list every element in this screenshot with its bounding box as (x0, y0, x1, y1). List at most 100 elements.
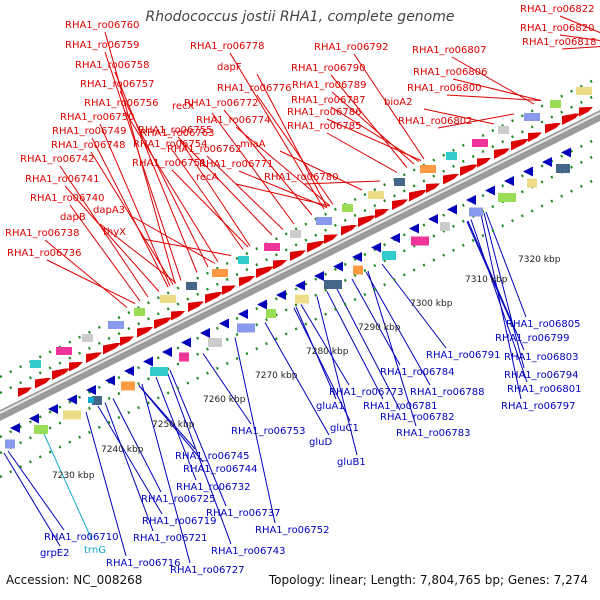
forward-label-leader (142, 238, 232, 256)
label-lines (3, 15, 600, 564)
forward-gene-label: RHA1_ro06748 (51, 140, 126, 151)
reverse-label-leader (381, 263, 447, 349)
reverse-gene-arrow (504, 176, 514, 186)
forward-gene-label: RHA1_ro06750 (60, 112, 135, 123)
reverse-gene-label: RHA1_ro06803 (504, 352, 579, 363)
forward-gene-arrow (137, 327, 153, 338)
kbp-tick-label: 7270 kbp (255, 371, 298, 381)
forward-label-leader (559, 15, 600, 34)
reverse-feature-box (411, 236, 429, 246)
reverse-gene-label: RHA1_ro06781 (363, 401, 438, 412)
forward-gene-label: dapB (60, 212, 86, 223)
reverse-label-leader (202, 353, 252, 425)
reverse-gene-label: RHA1_ro06753 (231, 426, 306, 437)
reverse-gene-label: RHA1_ro06721 (133, 533, 208, 544)
forward-gene-label: RHA1_ro06790 (291, 63, 366, 74)
forward-label-leader (423, 108, 495, 125)
forward-label-leader (59, 165, 149, 298)
forward-gene-arrow (324, 234, 338, 244)
forward-label-leader (90, 151, 174, 285)
reverse-label-leader (85, 411, 127, 557)
reverse-label-leader (138, 385, 204, 463)
reverse-gene-arrow (428, 214, 438, 224)
accession-text: Accession: NC_008268 (6, 573, 143, 587)
reverse-gene-label: gluD (309, 437, 332, 448)
forward-label-leader (104, 51, 182, 281)
forward-label-leader (561, 46, 600, 50)
forward-feature-box (238, 256, 249, 264)
forward-gene-label: RHA1_ro06806 (413, 67, 488, 78)
forward-feature-box (108, 321, 124, 329)
gene-labels: RHA1_ro06760 RHA1_ro06759 RHA1_ro06758 RHA1… (5, 4, 597, 576)
reverse-gene-arrow (48, 404, 58, 414)
reverse-label-leader (316, 296, 358, 456)
page-title: Rhodococcus jostii RHA1, complete genome (145, 9, 455, 25)
reverse-gene-arrow (29, 413, 39, 424)
forward-label-leader (331, 91, 415, 165)
reverse-feature-box (63, 410, 81, 420)
reverse-gene-label: RHA1_ro06752 (255, 525, 330, 536)
reverse-feature-box (440, 222, 450, 231)
forward-label-leader (44, 239, 128, 308)
reverse-gene-label: RHA1_ro06745 (175, 451, 250, 462)
forward-label-leader (114, 71, 198, 273)
forward-gene-arrow (171, 311, 185, 321)
chromosome-backbone-highlight (0, 112, 600, 414)
forward-label-leader (119, 90, 209, 268)
reverse-feature-box (324, 280, 342, 289)
reverse-label-leader (480, 214, 522, 400)
forward-gene-arrow (256, 266, 274, 278)
reverse-label-leader (264, 322, 330, 436)
reverse-gene-arrow (105, 375, 115, 386)
forward-gene-arrow (358, 215, 376, 227)
reverse-gene-label: grpE2 (40, 548, 70, 559)
rna-gene-label: trnG (84, 545, 106, 556)
forward-gene-label: thyX (103, 227, 126, 238)
forward-gene-label: RHA1_ro06772 (184, 98, 259, 109)
reverse-feature-box (179, 352, 189, 362)
forward-label-leader (206, 155, 284, 230)
reverse-feature-box (498, 193, 516, 202)
forward-gene-arrow (35, 378, 51, 389)
forward-gene-label: RHA1_ro06820 (520, 23, 595, 34)
forward-gene-arrow (477, 158, 491, 168)
forward-gene-arrow (511, 139, 529, 151)
reverse-gene-label: gluA1 (316, 401, 345, 412)
forward-gene-arrow (392, 199, 408, 210)
forward-gene-label: RHA1_ro06802 (398, 116, 473, 127)
reverse-label-leader (300, 304, 350, 386)
reverse-gene-label: RHA1_ro06732 (176, 482, 251, 493)
forward-gene-arrow (426, 183, 440, 193)
reverse-gene-label: RHA1_ro06727 (170, 565, 245, 576)
forward-gene-label: dapF (217, 62, 242, 73)
forward-feature-box (420, 165, 436, 173)
kbp-tick-label: 7230 kbp (52, 471, 95, 481)
forward-gene-label: RHA1_ro06749 (52, 126, 127, 137)
forward-feature-box (160, 295, 176, 303)
reverse-feature-box (353, 265, 363, 275)
forward-gene-arrow (545, 123, 561, 134)
forward-gene-arrow (18, 387, 32, 397)
forward-gene-label: RHA1_ro06780 (264, 172, 339, 183)
forward-feature-box (186, 282, 197, 290)
reverse-feature-box (92, 396, 102, 405)
forward-gene-label: RHA1_ro06800 (407, 83, 482, 94)
forward-gene-label: RHA1_ro06758 (75, 60, 150, 71)
forward-gene-label: RHA1_ro06742 (20, 154, 95, 165)
reverse-gene-arrow (409, 223, 419, 234)
forward-gene-arrow (375, 209, 389, 219)
reverse-gene-label: RHA1_ro06788 (410, 387, 485, 398)
reverse-gene-label: RHA1_ro06784 (380, 367, 455, 378)
reverse-label-leader (7, 450, 65, 531)
forward-gene-label: RHA1_ro06807 (412, 45, 487, 56)
forward-gene-arrow (562, 113, 580, 125)
reverse-feature-box (556, 164, 570, 173)
forward-label-leader (256, 73, 328, 208)
reverse-gene-arrow (67, 394, 77, 405)
genome-track (0, 110, 600, 421)
forward-gene-arrow (52, 368, 70, 380)
forward-label-leader (559, 34, 600, 41)
forward-label-leader (132, 216, 216, 264)
forward-label-leader (437, 113, 515, 129)
